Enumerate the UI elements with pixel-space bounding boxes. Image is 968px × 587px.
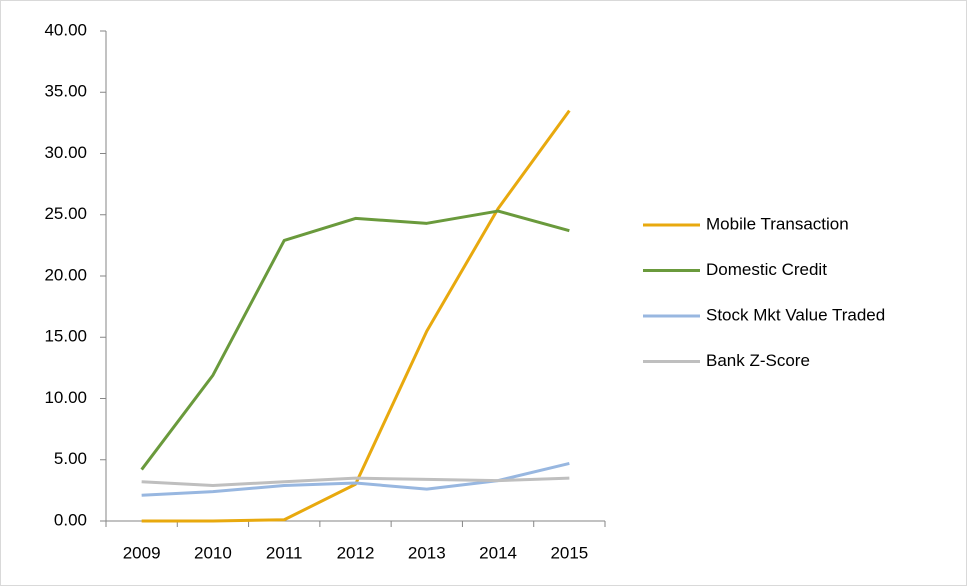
y-tick-label: 0.00 (54, 510, 87, 529)
legend-label: Domestic Credit (706, 260, 827, 279)
legend-label: Mobile Transaction (706, 214, 849, 233)
y-tick-label: 20.00 (44, 265, 87, 284)
x-tick-label: 2010 (194, 543, 232, 562)
y-tick-label: 5.00 (54, 449, 87, 468)
y-tick-label: 30.00 (44, 143, 87, 162)
y-tick-label: 35.00 (44, 82, 87, 101)
y-tick-label: 40.00 (44, 20, 87, 39)
y-tick-label: 25.00 (44, 204, 87, 223)
legend-label: Bank Z-Score (706, 351, 810, 370)
series-line (141, 476, 570, 487)
x-tick-label: 2012 (337, 543, 375, 562)
x-tick-label: 2011 (266, 543, 303, 562)
y-tick-label: 10.00 (44, 388, 87, 407)
x-tick-label: 2009 (123, 543, 161, 562)
legend-label: Stock Mkt Value Traded (706, 305, 885, 324)
series-line (140, 209, 570, 471)
y-tick-label: 15.00 (44, 327, 87, 346)
x-tick-label: 2015 (550, 543, 588, 562)
x-tick-label: 2013 (408, 543, 446, 562)
x-tick-label: 2014 (479, 543, 517, 562)
